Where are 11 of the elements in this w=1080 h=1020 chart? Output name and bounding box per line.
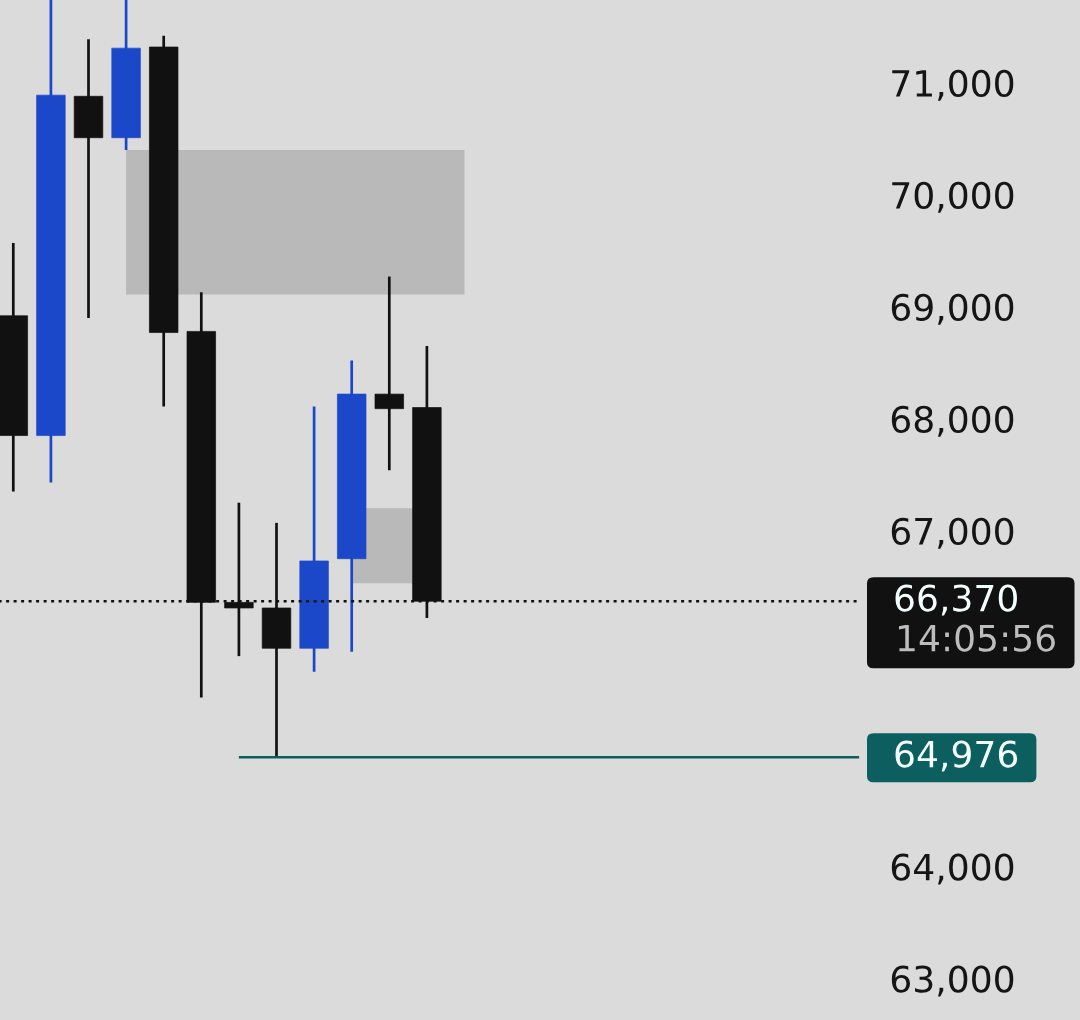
y-tick-label: 63,000 [891,965,1014,997]
candlestick [374,275,404,472]
ref-line-label: 64,976 [895,740,1018,772]
text: 14:05:56 [898,624,1055,652]
y-tick-label: 68,000 [891,405,1014,437]
y-tick-label: 64,000 [891,853,1014,885]
y-tick-label: 69,000 [891,293,1014,325]
ref-line-label: 66,370 [895,584,1017,616]
y-tick-label: 70,000 [892,181,1014,213]
y-tick-label: 67,000 [891,517,1014,549]
y-tick-label: 71,000 [892,69,1014,101]
